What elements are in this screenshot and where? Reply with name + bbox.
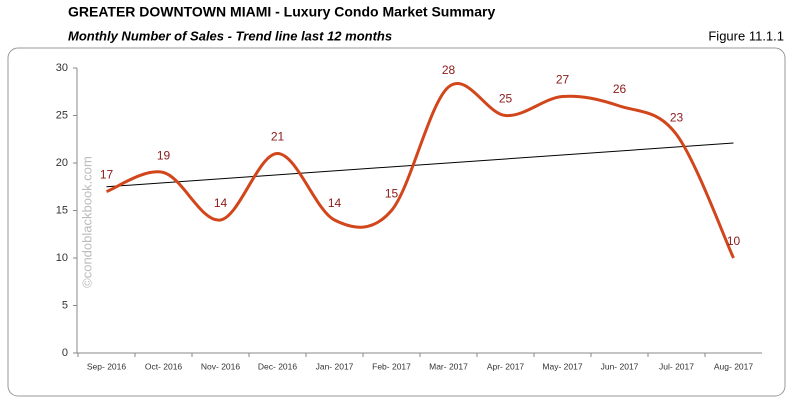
data-label: 19 bbox=[157, 149, 171, 163]
y-tick-label: 10 bbox=[56, 252, 68, 264]
chart-frame bbox=[7, 47, 786, 397]
y-tick-label: 0 bbox=[62, 347, 68, 359]
x-tick-label: Aug- 2017 bbox=[714, 361, 753, 371]
data-label: 21 bbox=[271, 130, 285, 144]
x-tick-label: Mar- 2017 bbox=[429, 361, 468, 371]
data-label: 14 bbox=[214, 196, 228, 210]
figure-label: Figure 11.1.1 bbox=[708, 28, 784, 43]
y-tick-label: 15 bbox=[56, 204, 68, 216]
data-label: 26 bbox=[613, 82, 627, 96]
x-tick-label: May- 2017 bbox=[542, 361, 582, 371]
chart-subtitle: Monthly Number of Sales - Trend line las… bbox=[68, 28, 392, 43]
x-tick-label: Oct- 2016 bbox=[145, 361, 183, 371]
x-tick-label: Jun- 2017 bbox=[601, 361, 639, 371]
x-tick-label: Apr- 2017 bbox=[487, 361, 525, 371]
y-tick-label: 30 bbox=[56, 62, 68, 74]
data-label: 28 bbox=[442, 63, 456, 77]
y-tick-label: 5 bbox=[62, 299, 68, 311]
watermark: ©condoblackbook.com bbox=[79, 156, 94, 288]
x-tick-label: Jan- 2017 bbox=[316, 361, 354, 371]
y-tick-label: 25 bbox=[56, 109, 68, 121]
series-line bbox=[105, 82, 735, 259]
trend-line bbox=[106, 142, 734, 188]
data-label: 23 bbox=[670, 111, 684, 125]
data-label: 14 bbox=[328, 196, 342, 210]
data-label: 27 bbox=[556, 73, 570, 87]
x-tick-label: Dec- 2016 bbox=[258, 361, 297, 371]
y-tick-label: 20 bbox=[56, 157, 68, 169]
x-tick-label: Jul- 2017 bbox=[659, 361, 694, 371]
data-label: 10 bbox=[727, 234, 741, 248]
x-tick-label: Feb- 2017 bbox=[372, 361, 411, 371]
data-label: 15 bbox=[385, 187, 399, 201]
chart-title: GREATER DOWNTOWN MIAMI - Luxury Condo Ma… bbox=[68, 4, 495, 20]
x-tick-label: Sep- 2016 bbox=[87, 361, 126, 371]
data-label: 25 bbox=[499, 92, 513, 106]
x-tick-label: Nov- 2016 bbox=[201, 361, 240, 371]
data-label: 17 bbox=[100, 168, 114, 182]
